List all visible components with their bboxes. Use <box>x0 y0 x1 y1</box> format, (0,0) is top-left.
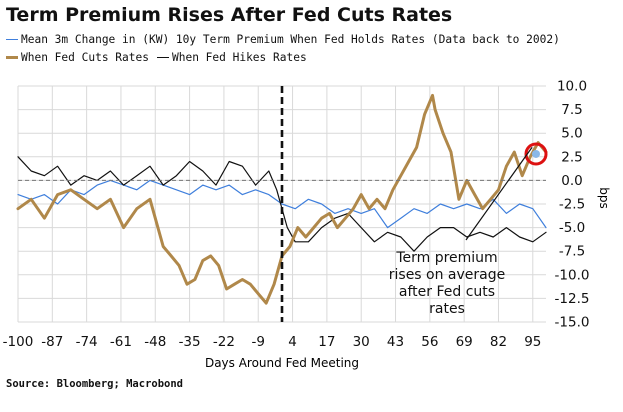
y-tick-label: 2.5 <box>561 149 582 165</box>
legend-item-cuts: When Fed Cuts Rates <box>6 51 149 64</box>
chart-title: Term Premium Rises After Fed Cuts Rates <box>6 4 453 26</box>
legend-swatch-hikes <box>156 57 169 58</box>
x-tick-label: 43 <box>387 334 404 350</box>
x-tick-label: 56 <box>421 334 438 350</box>
legend-label-hikes: When Fed Hikes Rates <box>171 51 307 64</box>
legend-swatch-holds <box>6 39 18 40</box>
chart-marks <box>18 86 548 322</box>
y-tick-label: 10.0 <box>557 79 587 95</box>
legend-item-hikes: When Fed Hikes Rates <box>156 51 307 64</box>
x-tick-label: 4 <box>288 334 297 350</box>
y-tick-label: -2.5 <box>559 197 585 213</box>
legend-item-holds: Mean 3m Change in (KW) 10y Term Premium … <box>6 33 560 46</box>
x-tick-label: -9 <box>252 334 265 350</box>
legend-swatch-cuts <box>6 56 18 59</box>
x-tick-label: 69 <box>456 334 473 350</box>
x-tick-label: -48 <box>144 334 166 350</box>
y-tick-label: 0.0 <box>561 173 582 189</box>
annotation-line: Term premium <box>395 250 497 266</box>
x-tick-label: -61 <box>110 334 132 350</box>
legend-row-2: When Fed Cuts Rates When Fed Hikes Rates <box>6 51 315 64</box>
y-axis-label: bps <box>597 187 611 209</box>
x-axis-label: Days Around Fed Meeting <box>205 356 359 370</box>
x-tick-label: -74 <box>76 334 98 350</box>
legend-label-holds: Mean 3m Change in (KW) 10y Term Premium … <box>21 33 560 46</box>
x-tick-label: 30 <box>353 334 370 350</box>
x-tick-label: -100 <box>3 334 34 350</box>
legend-row-1: Mean 3m Change in (KW) 10y Term Premium … <box>6 33 568 46</box>
y-tick-label: 5.0 <box>561 126 582 142</box>
annotation-line: rises on average <box>389 267 506 283</box>
x-axis-ticks: -100 -87 -74 -61 -48 -35 -22 -9 4 17 30 43 56 69 82 95 <box>3 334 542 350</box>
y-tick-label: -15.0 <box>555 315 590 331</box>
y-tick-label: -10.0 <box>555 267 590 283</box>
x-tick-label: 95 <box>524 334 541 350</box>
y-axis-ticks: 10.0 7.5 5.0 2.5 0.0 -2.5 -5.0 -7.5 -10.0 -12.5 -1… <box>555 79 590 331</box>
x-tick-label: 82 <box>490 334 507 350</box>
annotation-line: after Fed cuts <box>399 284 495 300</box>
source-note: Source: Bloomberg; Macrobond <box>6 378 184 390</box>
annotation-line: rates <box>429 301 465 317</box>
x-tick-label: 17 <box>318 334 335 350</box>
y-tick-label: -12.5 <box>555 291 590 307</box>
highlight-circle <box>524 142 548 166</box>
y-tick-label: -5.0 <box>559 220 585 236</box>
highlight-dot <box>532 149 540 158</box>
x-tick-label: -87 <box>41 334 63 350</box>
y-tick-label: -7.5 <box>559 244 585 260</box>
y-tick-label: 7.5 <box>561 102 582 118</box>
x-tick-label: -35 <box>179 334 201 350</box>
legend-label-cuts: When Fed Cuts Rates <box>21 51 149 64</box>
x-tick-label: -22 <box>213 334 235 350</box>
series-line-2 <box>17 179 547 229</box>
annotation-arrow <box>465 147 533 241</box>
